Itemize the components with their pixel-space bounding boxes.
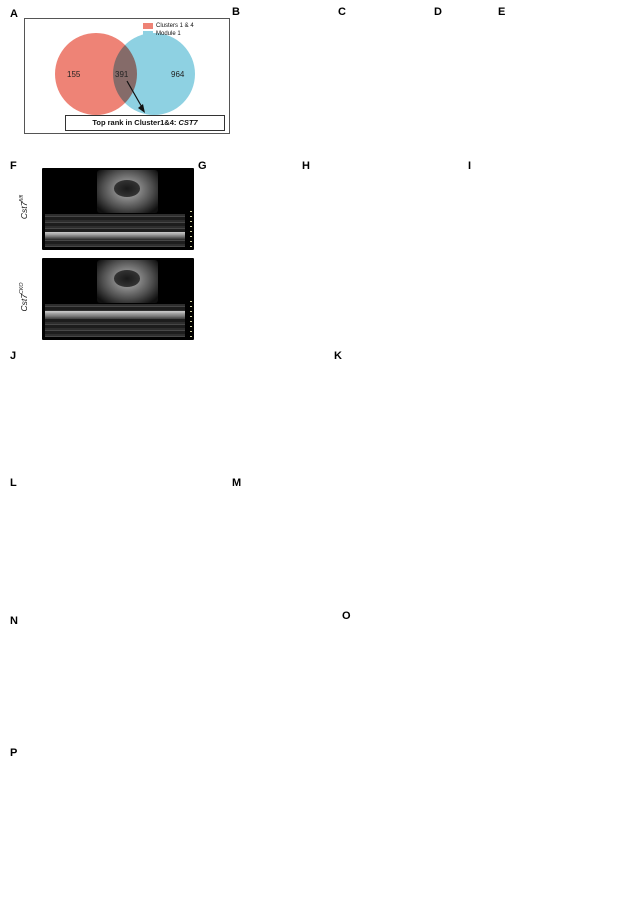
panel-g-label: G [198,160,207,172]
module-swatch [143,31,153,37]
panel-n-padi4-mrna-chart [252,620,356,752]
panel-l-label: L [10,477,17,489]
venn-left-count: 155 [67,70,81,79]
echo-depth-scale [190,210,193,247]
panel-j-label: J [10,350,17,362]
venn-caption-gene: CST7 [178,118,198,127]
panel-g-lvef-chart [202,165,296,258]
echo-depth-scale [190,300,193,337]
echo-bright-trace [45,311,185,319]
venn-caption-text: Top rank in Cluster1&4: [92,118,179,127]
echo-cavity [113,269,141,287]
echo-bmode-image [96,170,158,214]
venn-right-count: 964 [171,70,185,79]
panel-n-label: N [10,615,18,627]
panel-d-label: D [434,6,442,18]
panel-d-violin-plot [436,12,494,164]
panel-p-pathway-chart [14,752,354,894]
venn-caption: Top rank in Cluster1&4: CST7 [65,115,225,131]
panel-e-label: E [498,6,506,18]
panel-o-heatmap [352,616,622,896]
panel-a-label: A [10,8,18,20]
legend-clusters-label: Clusters 1 & 4 [156,23,194,29]
panel-h-label: H [302,160,310,172]
echo-mmode-trace [45,213,185,247]
panel-l-western-blot [18,480,230,616]
panel-n-mmp9-mrna-chart [134,620,248,752]
panel-b-luciferase-chart [234,13,334,163]
echo-bright-trace [45,231,185,240]
echo-cko-label: Cst7CKO [19,282,29,312]
venn-diagram: 155 391 964 Clusters 1 & 4 Module 1 Top … [24,18,230,134]
venn-arrow [126,80,145,113]
panel-n-cst7-mrna-chart [16,620,130,752]
venn-circle-module [113,33,195,115]
echo-bmode-image [96,260,158,304]
panel-m-label: M [232,477,242,489]
panel-i-heart-ifit1-chart [548,260,620,353]
legend-module-label: Module 1 [156,31,181,37]
panel-i-blood-mmp9-chart [472,165,544,258]
panel-m-mmp9-protein-chart [366,482,490,614]
clusters-swatch [143,23,153,29]
echocardiogram-flfl [42,168,194,250]
panel-e-cst7-mrna-chart [500,13,618,163]
panel-o-label: O [342,610,351,622]
panel-i-blood-ifit1-chart [548,165,620,258]
panel-m-padi4-protein-chart [494,482,618,614]
panel-b-label: B [232,6,240,18]
echo-cavity [113,179,141,197]
panel-k-mmp9-elisa-chart [344,355,474,475]
panel-k-nets-chart [482,355,614,475]
panel-f-label: F [10,160,17,172]
panel-m-cst7-protein-chart [238,482,362,614]
panel-j-blood-scatter [20,355,172,469]
venn-overlap-count: 391 [115,70,129,79]
echocardiogram-cko [42,258,194,340]
panel-i-label: I [468,160,472,172]
panel-j-heart-scatter [172,355,324,469]
panel-k-label: K [334,350,342,362]
panel-h-flow-cytometry [305,162,471,342]
venn-legend: Clusters 1 & 4 Module 1 [143,23,194,39]
panel-i-heart-mmp9-chart [472,260,544,353]
echo-mmode-trace [45,303,185,337]
echo-flfl-label: Cst7fl/fl [19,194,29,220]
panel-p-label: P [10,747,18,759]
panel-c-label: C [338,6,346,18]
panel-c-cst7-mrna-chart [340,13,432,163]
panel-g-lvfs-chart [202,260,296,353]
